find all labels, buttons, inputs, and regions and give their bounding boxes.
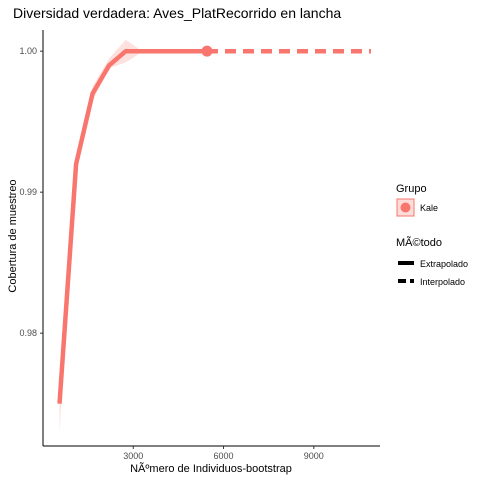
plot-area bbox=[57, 39, 371, 432]
observed-point bbox=[201, 45, 213, 57]
y-tick-label: 1.00 bbox=[19, 46, 37, 56]
legend: Grupo Kale MÃ©todo Extrapolado Interpola… bbox=[396, 183, 468, 287]
legend-group-title: Grupo bbox=[396, 183, 427, 195]
y-tick-label: 0.98 bbox=[19, 328, 37, 338]
ci-ribbon bbox=[59, 39, 207, 432]
line-interpolated bbox=[57, 48, 207, 404]
x-tick-label: 3000 bbox=[123, 451, 143, 461]
y-axis-title: Cobertura de muestreo bbox=[7, 179, 19, 292]
legend-label-kale: Kale bbox=[420, 203, 438, 213]
legend-method-title: MÃ©todo bbox=[396, 236, 442, 249]
chart-title: Diversidad verdadera: Aves_PlatRecorrido… bbox=[13, 5, 341, 21]
legend-label-extrapolado: Extrapolado bbox=[420, 259, 468, 269]
y-axis-ticks: 0.98 0.99 1.00 bbox=[19, 46, 43, 338]
y-tick-label: 0.99 bbox=[19, 187, 37, 197]
x-axis-title: NÃºmero de Individuos-bootstrap bbox=[130, 462, 292, 475]
x-axis-ticks: 3000 6000 9000 bbox=[123, 446, 324, 461]
legend-label-interpolado: Interpolado bbox=[420, 277, 465, 287]
legend-key-kale-point bbox=[400, 202, 411, 213]
x-tick-label: 9000 bbox=[304, 451, 324, 461]
x-tick-label: 6000 bbox=[214, 451, 234, 461]
